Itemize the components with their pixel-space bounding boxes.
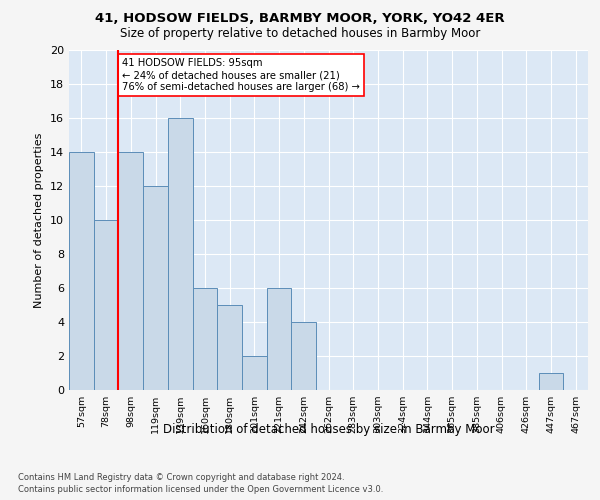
Text: Distribution of detached houses by size in Barmby Moor: Distribution of detached houses by size … — [163, 422, 494, 436]
Text: 41 HODSOW FIELDS: 95sqm
← 24% of detached houses are smaller (21)
76% of semi-de: 41 HODSOW FIELDS: 95sqm ← 24% of detache… — [122, 58, 360, 92]
Bar — [193, 288, 217, 390]
Bar — [118, 152, 143, 390]
Bar — [242, 356, 267, 390]
Text: 41, HODSOW FIELDS, BARMBY MOOR, YORK, YO42 4ER: 41, HODSOW FIELDS, BARMBY MOOR, YORK, YO… — [95, 12, 505, 26]
Bar — [217, 305, 242, 390]
Text: Contains public sector information licensed under the Open Government Licence v3: Contains public sector information licen… — [18, 485, 383, 494]
Text: Size of property relative to detached houses in Barmby Moor: Size of property relative to detached ho… — [120, 28, 480, 40]
Text: Contains HM Land Registry data © Crown copyright and database right 2024.: Contains HM Land Registry data © Crown c… — [18, 472, 344, 482]
Bar — [94, 220, 118, 390]
Bar — [539, 373, 563, 390]
Bar — [292, 322, 316, 390]
Bar — [168, 118, 193, 390]
Bar — [267, 288, 292, 390]
Bar — [69, 152, 94, 390]
Y-axis label: Number of detached properties: Number of detached properties — [34, 132, 44, 308]
Bar — [143, 186, 168, 390]
